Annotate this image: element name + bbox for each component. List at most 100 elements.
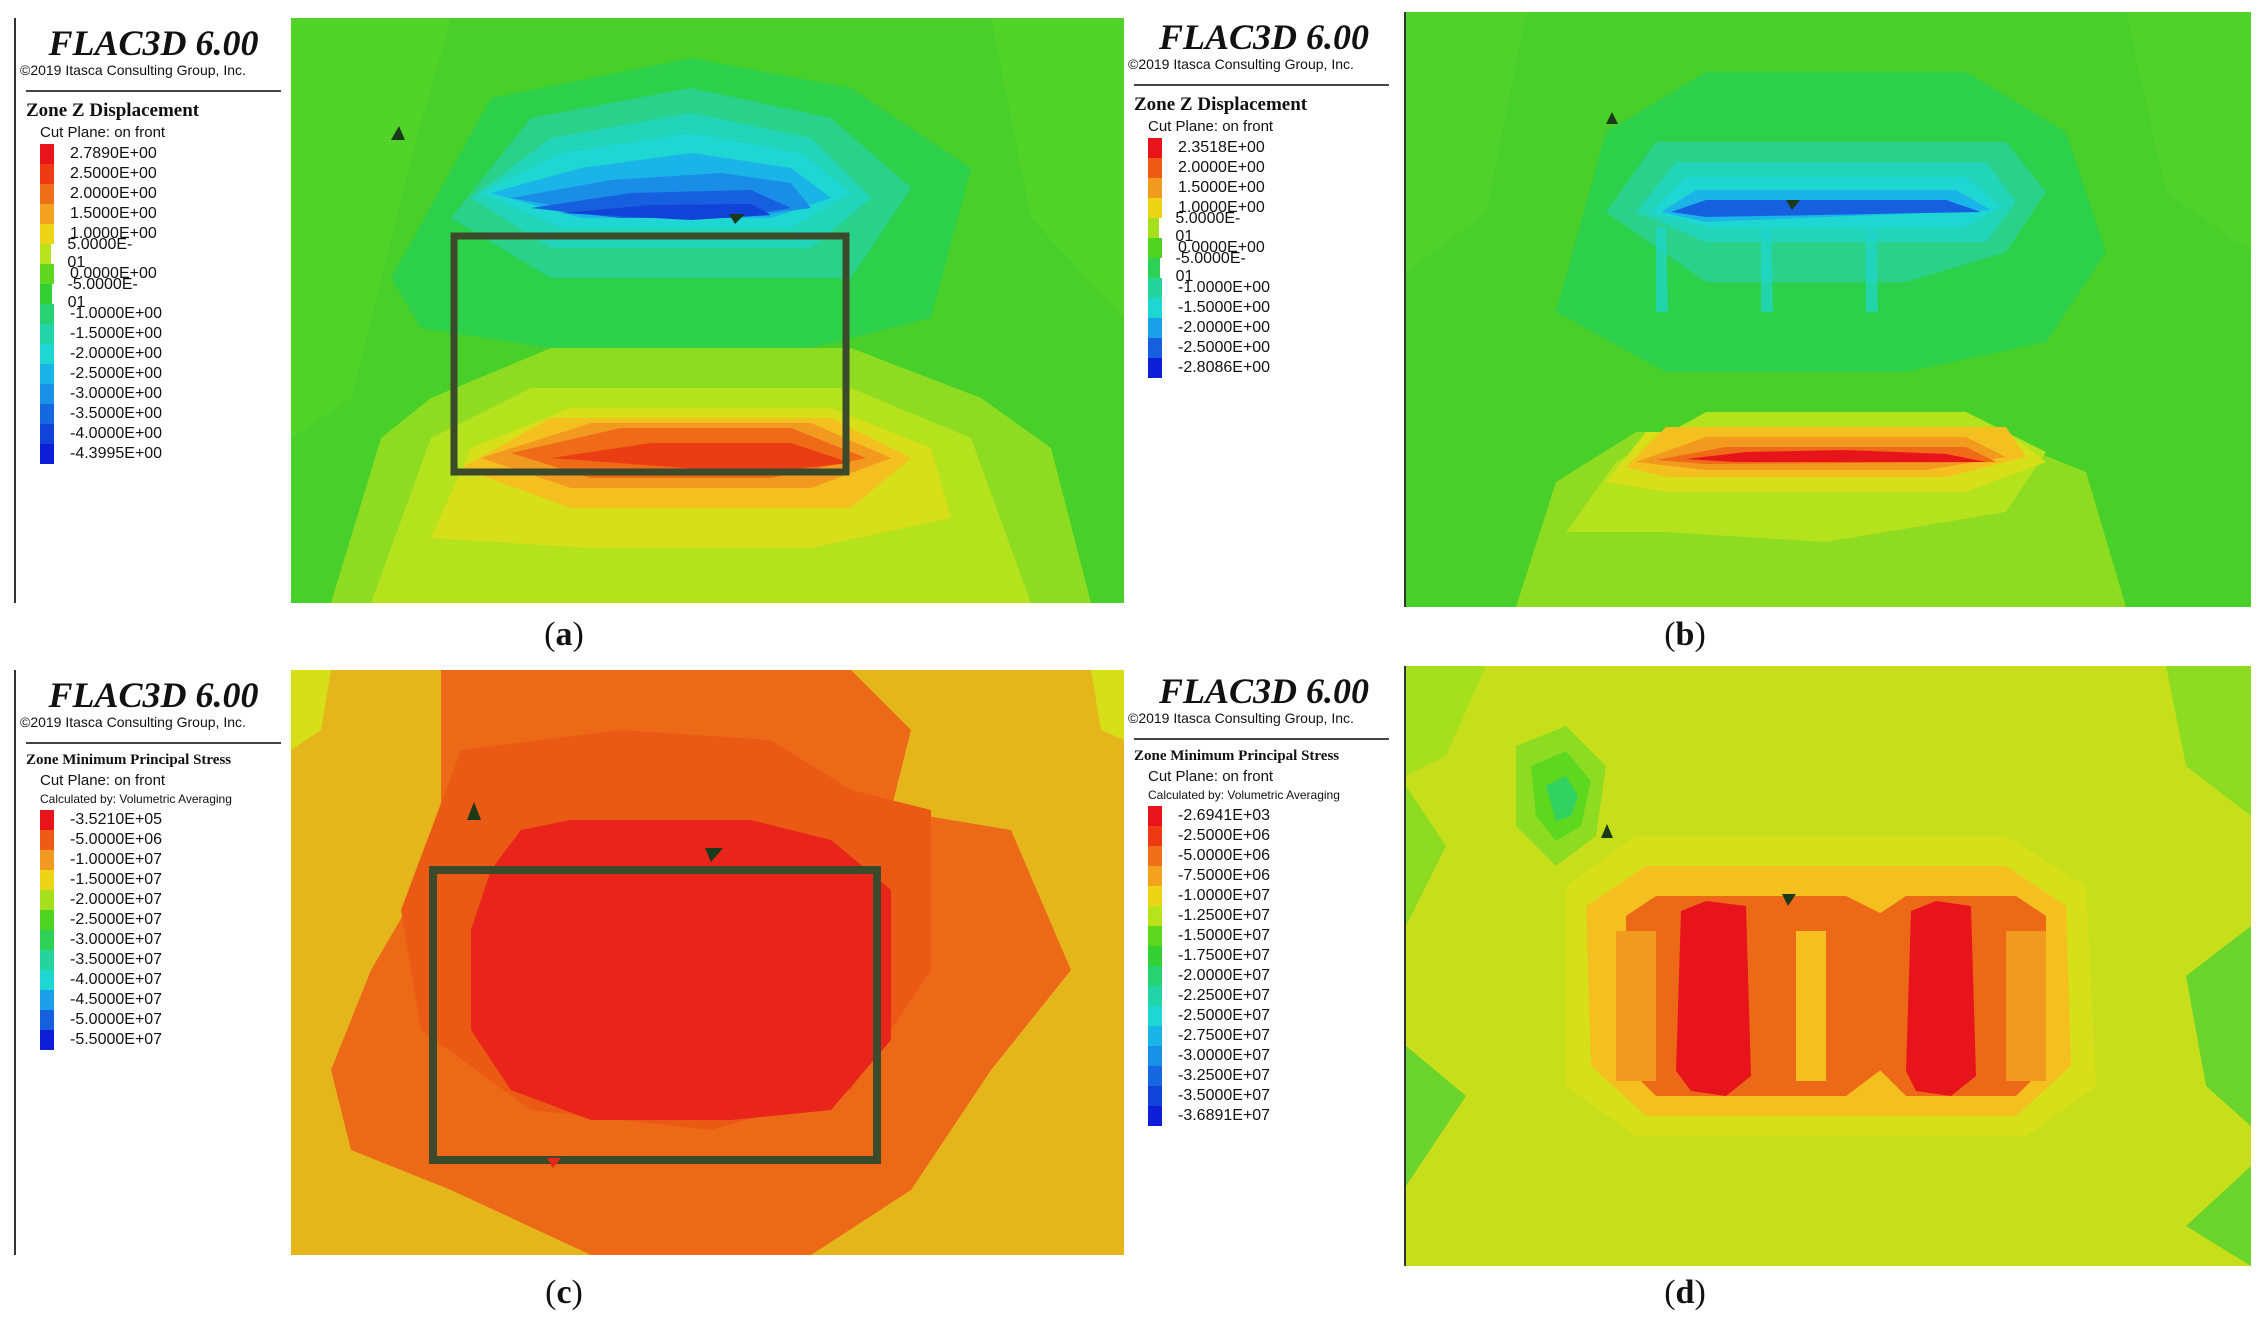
legend-value: -3.5000E+07 — [1178, 1087, 1271, 1104]
legend-value: -1.5000E+00 — [70, 325, 163, 342]
contour-plot-d — [1406, 666, 2251, 1266]
legend-swatch — [1148, 158, 1162, 178]
legend-value: -2.2500E+07 — [1178, 987, 1271, 1004]
legend-row: 1.0000E+00 — [1148, 198, 1265, 218]
copyright: ©2019 Itasca Consulting Group, Inc. — [1128, 56, 1354, 72]
legend-value: -2.8086E+00 — [1178, 359, 1271, 376]
legend-row: -5.5000E+07 — [40, 1030, 162, 1050]
legend-value: -5.0000E+07 — [70, 1011, 163, 1028]
legend-row: -1.5000E+00 — [1148, 298, 1270, 318]
legend-value: -1.2500E+07 — [1178, 907, 1271, 924]
legend-value: 2.5000E+00 — [70, 165, 157, 182]
legend-row: -1.2500E+07 — [1148, 906, 1270, 926]
panel-b: FLAC3D 6.00 ©2019 Itasca Consulting Grou… — [1124, 0, 2264, 653]
legend-value: -3.0000E+07 — [1178, 1047, 1271, 1064]
copyright: ©2019 Itasca Consulting Group, Inc. — [1128, 710, 1354, 726]
legend-row: 2.0000E+00 — [40, 184, 157, 204]
contour-plot-b — [1406, 12, 2251, 607]
legend-swatch — [40, 224, 54, 244]
legend-value: -5.0000E-01 — [67, 276, 138, 311]
caption-d: (d) — [1664, 1274, 1706, 1311]
legend-row: 2.0000E+00 — [1148, 158, 1265, 178]
legend-row: -1.0000E+07 — [1148, 886, 1270, 906]
legend-row: -3.5000E+07 — [1148, 1086, 1270, 1106]
legend-swatch — [40, 850, 54, 870]
legend-value: -5.0000E+06 — [70, 831, 163, 848]
app-title: FLAC3D 6.00 — [1158, 671, 1370, 711]
legend-row: -2.6941E+03 — [1148, 806, 1270, 826]
app-title: FLAC3D 6.00 — [48, 675, 259, 715]
legend-swatch — [40, 404, 54, 424]
legend-swatch — [1148, 358, 1162, 378]
legend-value: -3.0000E+00 — [70, 385, 163, 402]
legend-value: 1.0000E+00 — [1178, 199, 1265, 216]
legend-value: 0.0000E+00 — [1178, 239, 1265, 256]
legend-swatch — [1148, 258, 1160, 278]
legend-heading: Zone Z Displacement — [1134, 94, 1308, 115]
legend-swatch — [40, 244, 52, 264]
legend-swatch — [40, 890, 54, 910]
legend-swatch — [1148, 178, 1162, 198]
legend-swatch — [1148, 946, 1162, 966]
caption-b: (b) — [1664, 616, 1706, 653]
legend-row: -5.0000E+06 — [1148, 846, 1270, 866]
legend-row: 2.7890E+00 — [40, 144, 157, 164]
legend-swatch — [1148, 846, 1162, 866]
legend-row: -2.0000E+00 — [1148, 318, 1270, 338]
legend-value: -2.5000E+00 — [70, 365, 163, 382]
legend-value: 5.0000E-01 — [1175, 210, 1241, 245]
legend-row: -4.0000E+07 — [40, 970, 162, 990]
legend-heading: Zone Minimum Principal Stress — [1134, 748, 1340, 764]
legend-value: -5.0000E+06 — [1178, 847, 1271, 864]
legend-value: -3.5000E+07 — [70, 951, 163, 968]
legend-value: 2.0000E+00 — [1178, 159, 1265, 176]
legend-row: 0.0000E+00 — [1148, 238, 1265, 258]
legend-divider — [26, 742, 281, 744]
legend-row: -1.5000E+07 — [1148, 926, 1270, 946]
caption-c: (c) — [545, 1274, 583, 1311]
legend-row: 0.0000E+00 — [40, 264, 157, 284]
legend-row: -2.5000E+07 — [1148, 1006, 1270, 1026]
legend-swatch — [1148, 1086, 1162, 1106]
legend-divider — [1134, 738, 1389, 740]
legend-row: 1.0000E+00 — [40, 224, 157, 244]
legend-row: -1.5000E+00 — [40, 324, 162, 344]
legend-row: -2.5000E+07 — [40, 910, 162, 930]
calc-method-label: Calculated by: Volumetric Averaging — [40, 792, 232, 806]
legend-swatch — [40, 184, 54, 204]
copyright: ©2019 Itasca Consulting Group, Inc. — [20, 62, 246, 78]
legend-value: -2.0000E+07 — [70, 891, 163, 908]
legend-swatch — [40, 364, 54, 384]
legend-row: -3.5000E+00 — [40, 404, 162, 424]
legend-swatch — [40, 344, 54, 364]
legend-value: -1.5000E+00 — [1178, 299, 1271, 316]
legend-swatch — [1148, 138, 1162, 158]
cut-plane-label: Cut Plane: on front — [40, 772, 166, 789]
legend-row: -3.0000E+07 — [40, 930, 162, 950]
legend-swatch — [40, 830, 54, 850]
legend-swatch — [1148, 966, 1162, 986]
legend-row: -5.0000E+07 — [40, 1010, 162, 1030]
legend-value: -1.7500E+07 — [1178, 947, 1271, 964]
legend-swatch — [1148, 1046, 1162, 1066]
legend-row: -3.2500E+07 — [1148, 1066, 1270, 1086]
copyright: ©2019 Itasca Consulting Group, Inc. — [20, 714, 246, 730]
legend-swatch — [1148, 198, 1162, 218]
legend-value: 1.5000E+00 — [1178, 179, 1265, 196]
legend-c: FLAC3D 6.00 ©2019 Itasca Consulting Grou… — [14, 670, 293, 1255]
legend-row: 1.5000E+00 — [1148, 178, 1265, 198]
legend-value: -3.5000E+00 — [70, 405, 163, 422]
legend-swatch — [40, 164, 54, 184]
contour-plot-a — [291, 18, 1124, 603]
legend-row: -1.0000E+07 — [40, 850, 162, 870]
legend-swatch — [1148, 806, 1162, 826]
panel-a: FLAC3D 6.00 ©2019 Itasca Consulting Grou… — [0, 0, 1124, 653]
legend-row: -5.0000E+06 — [40, 830, 162, 850]
legend-swatch — [40, 810, 54, 830]
legend-swatch — [1148, 1026, 1162, 1046]
legend-value: -2.0000E+00 — [1178, 319, 1271, 336]
legend-row: -5.0000E-01 — [40, 276, 140, 311]
legend-a: FLAC3D 6.00 ©2019 Itasca Consulting Grou… — [14, 18, 293, 603]
legend-value: 0.0000E+00 — [70, 265, 157, 282]
legend-value: -5.5000E+07 — [70, 1031, 163, 1048]
